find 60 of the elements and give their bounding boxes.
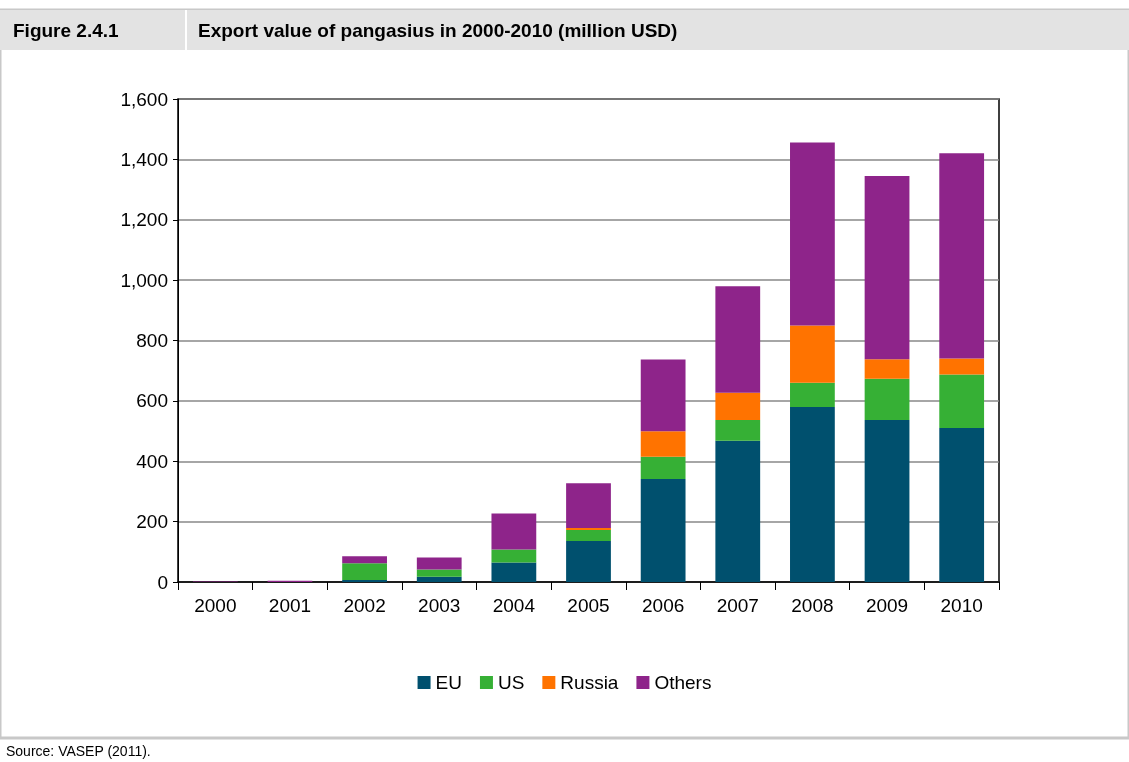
bar: [416, 557, 462, 570]
bar: [864, 359, 910, 379]
bar: [342, 563, 387, 580]
bar: [864, 175, 910, 360]
x-tick-label: 2003: [418, 595, 461, 616]
bar: [715, 419, 761, 441]
bar: [416, 569, 462, 577]
x-tick-label: 2001: [268, 595, 312, 616]
bar: [715, 440, 761, 582]
bar: [416, 576, 462, 582]
bar: [640, 479, 686, 582]
x-tick-label: 2009: [865, 595, 909, 616]
bar: [566, 483, 611, 528]
bar: [342, 579, 387, 582]
y-tick-label: 1,400: [120, 148, 168, 170]
bar: [864, 378, 910, 420]
bar: [640, 359, 686, 432]
bar: [939, 358, 985, 375]
y-tick-label: 1,000: [120, 269, 168, 291]
bar: [939, 153, 985, 359]
x-tick-label: 2008: [791, 595, 834, 616]
bar: [566, 530, 611, 541]
bar: [715, 392, 761, 420]
x-tick-label: 2005: [567, 595, 610, 616]
bar: [864, 419, 910, 582]
x-tick-label: 2002: [343, 595, 386, 616]
bar: [342, 556, 387, 564]
bar: [491, 562, 537, 582]
source-note: Source: VASEP (2011).: [6, 743, 151, 759]
chart-subtitle: Figure 2.4.1: [13, 20, 120, 41]
bar: [566, 527, 611, 531]
bar: [640, 456, 686, 480]
x-tick-label: 2007: [716, 595, 759, 616]
y-tick-label: 600: [136, 390, 168, 412]
bar: [715, 286, 761, 393]
y-tick-label: 200: [136, 511, 168, 533]
bar: [790, 142, 835, 326]
bar: [939, 374, 985, 429]
legend-label: EU: [435, 672, 462, 693]
chart-title: Export value of pangasius in 2000-2010 (million USD): [198, 20, 678, 41]
bar: [790, 406, 835, 582]
bar: [640, 431, 686, 457]
x-tick-label: 2000: [194, 595, 237, 616]
y-tick-label: 400: [136, 450, 168, 472]
y-tick-label: 800: [136, 330, 168, 351]
x-tick-label: 2004: [492, 595, 536, 616]
x-tick-label: 2010: [940, 595, 983, 616]
bar: [939, 428, 985, 582]
x-tick-label: 2006: [642, 595, 685, 616]
y-tick-label: 1,200: [120, 209, 168, 231]
bar: [566, 540, 611, 582]
bar: [491, 549, 537, 563]
bar: [790, 325, 835, 383]
y-tick-label: 0: [157, 571, 168, 593]
legend-label: Others: [654, 672, 712, 693]
bar: [790, 382, 835, 407]
bar: [491, 513, 537, 550]
y-tick-label: 1,600: [120, 88, 168, 110]
legend-label: Russia: [560, 672, 619, 693]
legend-label: US: [497, 672, 525, 693]
